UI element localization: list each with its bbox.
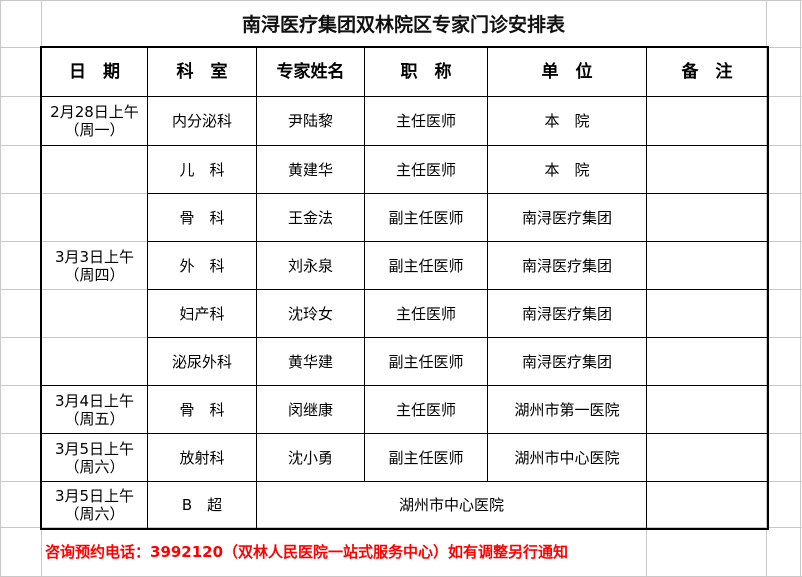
expert-name-cell: 刘永泉 [257,242,365,290]
page-title: 南浔医疗集团双林院区专家门诊安排表 [241,14,565,36]
title-cell: 主任医师 [365,290,488,338]
department-cell: 外 科 [148,242,257,290]
title-cell: 主任医师 [365,146,488,194]
department-cell: 内分泌科 [148,97,257,146]
unit-cell: 南浔医疗集团 [488,242,647,290]
date-cell: 3月5日上午 （周六） [42,482,148,528]
unit-cell: 本 院 [488,97,647,146]
remarks-cell [647,338,767,386]
date-cell: 3月3日上午 （周四） [42,146,148,386]
unit-cell: 湖州市中心医院 [488,434,647,482]
department-cell: 骨 科 [148,386,257,434]
remarks-cell [647,242,767,290]
department-cell: 妇产科 [148,290,257,338]
department-cell: 泌尿外科 [148,338,257,386]
header-expert-name: 专家姓名 [257,48,365,97]
gridline [766,0,767,577]
expert-name-cell: 沈玲女 [257,290,365,338]
header-date: 日 期 [42,48,148,97]
gridline [0,0,1,577]
header-title: 职 称 [365,48,488,97]
department-cell: 骨 科 [148,194,257,242]
remarks-cell [647,146,767,194]
header-remarks: 备 注 [647,48,767,97]
department-cell: 儿 科 [148,146,257,194]
date-cell: 2月28日上午 （周一） [42,97,148,146]
expert-name-cell: 沈小勇 [257,434,365,482]
unit-cell: 湖州市中心医院 [257,482,647,528]
schedule-table: 日 期科 室专家姓名职 称单 位备 注 2月28日上午 （周一） 内分泌科 尹陆黎 主任… [40,46,769,530]
header-unit: 单 位 [488,48,647,97]
unit-cell: 南浔医疗集团 [488,338,647,386]
title-cell: 副主任医师 [365,242,488,290]
expert-name-cell: 黄建华 [257,146,365,194]
header-department: 科 室 [148,48,257,97]
department-cell: 放射科 [148,434,257,482]
remarks-cell [647,97,767,146]
date-cell: 3月5日上午 （周六） [42,434,148,482]
date-cell: 3月4日上午 （周五） [42,386,148,434]
remarks-cell [647,386,767,434]
unit-cell: 湖州市第一医院 [488,386,647,434]
title-cell: 副主任医师 [365,434,488,482]
unit-cell: 南浔医疗集团 [488,290,647,338]
gridline [800,0,801,577]
unit-cell: 本 院 [488,146,647,194]
expert-name-cell: 尹陆黎 [257,97,365,146]
gridline [0,527,802,528]
remarks-cell [647,290,767,338]
expert-name-cell: 黄华建 [257,338,365,386]
remarks-cell [647,434,767,482]
footer-note: 咨询预约电话：3992120（双林人民医院一站式服务中心）如有调整另行通知 [45,543,569,561]
gridline [0,0,802,1]
unit-cell: 南浔医疗集团 [488,194,647,242]
remarks-cell [647,482,767,528]
department-cell: B 超 [148,482,257,528]
expert-name-cell: 闵继康 [257,386,365,434]
title-cell: 主任医师 [365,97,488,146]
title-cell: 副主任医师 [365,194,488,242]
title-cell: 主任医师 [365,386,488,434]
remarks-cell [647,194,767,242]
expert-name-cell: 王金法 [257,194,365,242]
title-cell: 副主任医师 [365,338,488,386]
